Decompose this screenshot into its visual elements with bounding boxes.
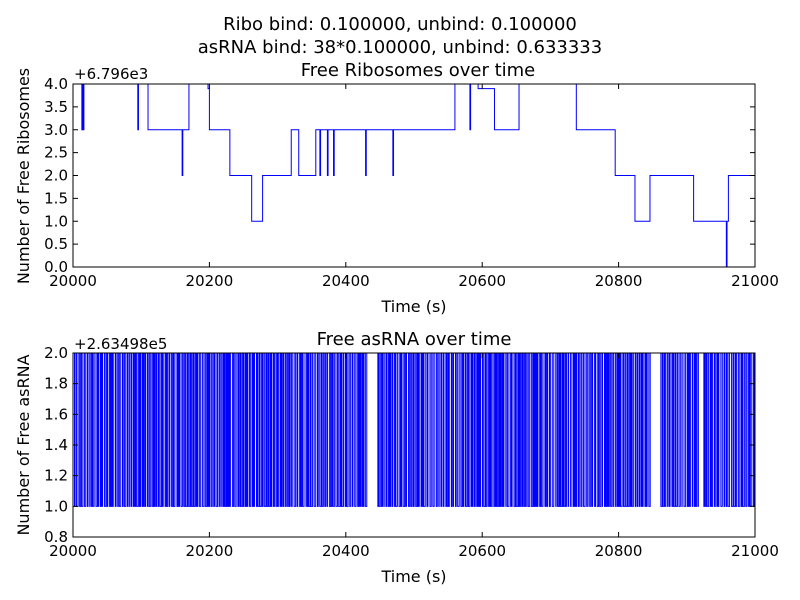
ribosome-offset-label: +6.796e3 xyxy=(74,65,148,83)
ribosome-y-tick-label: 3.5 xyxy=(44,98,68,116)
ribosome-x-axis-label: Time (s) xyxy=(380,297,446,316)
ribosome-y-tick-label: 2.0 xyxy=(44,167,68,185)
ribosome-x-tick-label: 21000 xyxy=(731,272,779,290)
ribosome-chart-title: Free Ribosomes over time xyxy=(301,60,536,81)
asrna-y-tick-label: 1.6 xyxy=(44,405,68,423)
ribosome-y-tick-label: 0.5 xyxy=(44,235,68,253)
ribosome-y-tick-label: 4.0 xyxy=(44,75,68,93)
asrna-y-tick-label: 2.0 xyxy=(44,344,68,362)
ribosome-x-tick-label: 20600 xyxy=(458,272,506,290)
ribosome-y-tick-label: 2.5 xyxy=(44,144,68,162)
ribosome-x-tick-label: 20800 xyxy=(595,272,643,290)
asrna-chart: Free asRNA over time +2.63498e5 Time (s)… xyxy=(14,329,779,586)
asrna-x-tick-label: 20800 xyxy=(595,542,643,560)
ribosome-x-tick-label: 20400 xyxy=(322,272,370,290)
ribosome-y-axis-label: Number of Free Ribosomes xyxy=(14,68,33,284)
asrna-y-tick-label: 0.8 xyxy=(44,528,68,546)
asrna-x-tick-label: 20400 xyxy=(322,542,370,560)
asrna-y-tick-label: 1.8 xyxy=(44,375,68,393)
asrna-x-tick-label: 21000 xyxy=(731,542,779,560)
ribosome-x-tick-label: 20200 xyxy=(186,272,234,290)
ribosome-series-line xyxy=(73,84,755,267)
asrna-y-axis-label: Number of Free asRNA xyxy=(14,354,33,535)
ribosome-y-tick-label: 0.0 xyxy=(44,258,68,276)
ribosome-x-tick-label: 20000 xyxy=(49,272,97,290)
suptitle-line-1: Ribo bind: 0.100000, unbind: 0.100000 xyxy=(223,14,577,35)
asrna-y-tick-label: 1.2 xyxy=(44,467,68,485)
asrna-y-tick-label: 1.0 xyxy=(44,497,68,515)
asrna-y-tick-label: 1.4 xyxy=(44,436,68,454)
asrna-offset-label: +2.63498e5 xyxy=(74,335,167,353)
ribosome-chart: Free Ribosomes over time +6.796e3 Time (… xyxy=(14,60,779,316)
asrna-chart-title: Free asRNA over time xyxy=(317,329,512,350)
ribosome-y-tick-label: 1.5 xyxy=(44,189,68,207)
suptitle-line-2: asRNA bind: 38*0.100000, unbind: 0.63333… xyxy=(197,37,603,58)
asrna-x-tick-label: 20000 xyxy=(49,542,97,560)
asrna-series-line xyxy=(73,353,755,507)
asrna-x-tick-label: 20200 xyxy=(186,542,234,560)
asrna-x-axis-label: Time (s) xyxy=(380,567,446,586)
ribosome-y-tick-label: 1.0 xyxy=(44,212,68,230)
ribosome-y-tick-label: 3.0 xyxy=(44,121,68,139)
asrna-x-tick-label: 20600 xyxy=(458,542,506,560)
